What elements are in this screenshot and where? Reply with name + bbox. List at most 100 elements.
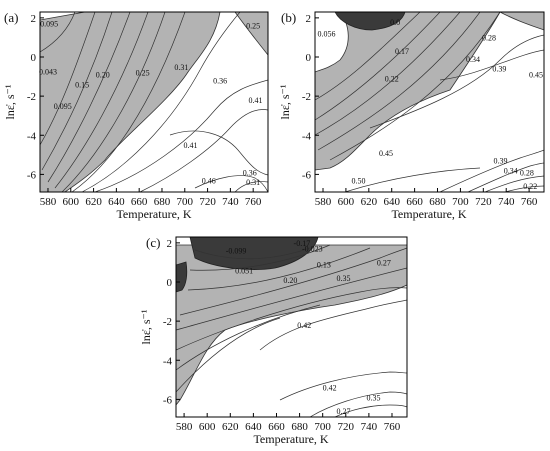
panel-c-contour-label: -0.099	[226, 247, 247, 256]
panel-c-ytick-label: 2	[167, 238, 173, 250]
panel-b-contour-label: 0.39	[492, 65, 506, 74]
panel-c-contour-label: -0.023	[302, 245, 323, 254]
panel-b-xtick-label: 760	[521, 196, 538, 208]
panel-b-plot-area	[315, 12, 544, 192]
panel-a-contour-label: 0.095	[40, 20, 58, 29]
panel-a-contour-label: 0.25	[246, 22, 260, 31]
panel-b-contour-label: 0.28	[520, 168, 534, 177]
panel-a-ytick-label: -4	[27, 130, 37, 142]
panel-c-contour-label: 0.35	[367, 393, 381, 402]
panel-b-ytick-label: 0	[306, 52, 312, 64]
panel-b-contour-label: 0.45	[379, 149, 393, 158]
panel-c-contour-label: 0.13	[317, 260, 331, 269]
panel-c-contour-lines	[176, 244, 407, 417]
panel-a-contour-label: 0.41	[183, 141, 197, 150]
panel-c-xtick-label: 620	[222, 421, 239, 433]
panel-c-unstable-region	[176, 244, 407, 406]
panel-b-label: (b)	[281, 10, 296, 25]
panel-c-contour-label: 0.42	[297, 321, 311, 330]
panel-b-ytick-label: 2	[306, 13, 312, 25]
panel-a-unstable-region-right	[234, 12, 268, 56]
panel-b-xtick-label: 700	[452, 196, 469, 208]
panel-c-ytick-label: -6	[163, 394, 173, 406]
panel-b-unstable-region	[315, 12, 501, 171]
panel-b-ytick-label: -4	[302, 130, 312, 142]
panel-c-contour-label: 0.20	[283, 276, 297, 285]
panel-a-xtick-label: 600	[63, 196, 80, 208]
panel-a-xtick-label: 720	[199, 196, 216, 208]
panel-b-ylabel: lnε̇, s⁻¹	[278, 84, 292, 119]
panel-b-xlabel: Temperature, K	[391, 207, 466, 221]
panel-c-xtick-label: 740	[361, 421, 378, 433]
panel-c-label: (c)	[146, 235, 160, 250]
panel-b-dark-region	[334, 12, 406, 31]
panel-a-contour-label: 0.31	[246, 178, 260, 187]
panel-a-contour-label: 0.31	[174, 63, 188, 72]
panel-b-contour-label: 0.28	[482, 33, 496, 42]
panel-c-plot-area	[176, 237, 407, 417]
panel-b-contour-label: 0.056	[317, 30, 335, 39]
panel-c-contour-labels: -0.17 -0.099 -0.023 0.13 0.051 0.27 0.20 0.35 0.…	[226, 239, 391, 416]
panel-a-xtick-label: 700	[177, 196, 194, 208]
panel-c-ytick-label: -4	[163, 355, 173, 367]
panel-b-xtick-label: 740	[498, 196, 515, 208]
panel-a-ytick-label: -2	[27, 91, 36, 103]
panel-c-xtick-label: 640	[245, 421, 262, 433]
panel-c-contour-label: 0.35	[336, 274, 350, 283]
panel-a-contour-label: 0.36	[213, 76, 227, 85]
panel-a-contour-labels: 0.095 0.25 0.043 0.20 0.25 0.31 0.15 0.36 0.095 0…	[39, 20, 262, 187]
panel-a-xlabel: Temperature, K	[116, 207, 191, 221]
panel-a-contour-label: 0.043	[39, 68, 57, 77]
panel-b-xtick-label: 680	[429, 196, 446, 208]
panel-a: 580 600 620 640 660 680 700 720 740 760 2 0 -2 -4 -6 0…	[3, 10, 269, 221]
panel-b-xtick-label: 720	[475, 196, 492, 208]
panel-c-ytick-label: -2	[163, 316, 172, 328]
panel-a-ylabel: lnε̇, s⁻¹	[3, 84, 17, 119]
panel-b-xtick-label: 640	[383, 196, 400, 208]
panel-c-contour-label: 0.051	[235, 266, 253, 275]
panel-b-xtick-label: 580	[315, 196, 332, 208]
panel-b-ytick-label: -2	[302, 91, 311, 103]
panel-a-contour-label: 0.15	[75, 80, 89, 89]
panel-c-dark-region-top	[189, 237, 319, 270]
panel-c-xtick-label: 580	[176, 421, 193, 433]
panel-a-contour-label: 0.095	[54, 102, 72, 111]
panel-b-ytick-label: -6	[302, 169, 312, 181]
panel-b-contour-label: 0.22	[523, 182, 537, 191]
panel-a-plot-area	[40, 12, 268, 192]
panel-a-contour-label: 0.41	[248, 96, 262, 105]
panel-b-unstable-region-top-right	[499, 12, 544, 31]
panel-b-ticks: 580 600 620 640 660 680 700 720 740 760 2 0 -2 -4 -6	[302, 13, 538, 208]
panel-a-xtick-label: 740	[222, 196, 239, 208]
panel-b-xtick-label: 620	[361, 196, 378, 208]
panel-a-contour-label: 0.46	[202, 176, 216, 185]
panel-c-contour-label: -0.17	[294, 239, 311, 248]
panel-c-contour-label: 0.42	[323, 384, 337, 393]
panel-a-xtick-label: 620	[85, 196, 102, 208]
panel-a-contour-label: 0.20	[96, 71, 110, 80]
panel-c-xlabel: Temperature, K	[253, 432, 328, 446]
panel-b-contour-labels: 0.056 0.0 0.28 0.17 0.34 0.39 0.22 0.45 0.45 0.50…	[317, 18, 543, 191]
panel-b-contour-label: 0.34	[466, 55, 480, 64]
panel-b-contour-label: 0.50	[352, 176, 366, 185]
panel-b-contour-lines	[315, 12, 544, 192]
panel-b-contour-label: 0.39	[493, 157, 507, 166]
panel-b-contour-label: 0.45	[529, 71, 543, 80]
panel-c-frame	[175, 236, 408, 418]
panel-c-xtick-label: 760	[384, 421, 401, 433]
panel-b-contour-label: 0.0	[390, 18, 400, 27]
panel-a-frame	[39, 11, 269, 193]
panel-c-dark-region-left	[176, 261, 188, 293]
panel-a-xtick-label: 660	[131, 196, 148, 208]
panel-b-contour-label: 0.17	[395, 47, 409, 56]
panel-c-xtick-label: 600	[199, 421, 216, 433]
panel-b-contour-label: 0.22	[385, 75, 399, 84]
panel-c-xtick-label: 720	[338, 421, 355, 433]
panel-a-unstable-region	[40, 12, 221, 192]
panel-c-ticks: 580 600 620 640 660 680 700 720 740 760 2 0 -2 -4 -6	[163, 238, 401, 433]
panel-a-ytick-label: -6	[27, 169, 37, 181]
panel-a-xtick-label: 580	[40, 196, 57, 208]
panel-b-xtick-label: 600	[338, 196, 355, 208]
panel-c-ylabel: lnε̇, s⁻¹	[139, 309, 153, 344]
